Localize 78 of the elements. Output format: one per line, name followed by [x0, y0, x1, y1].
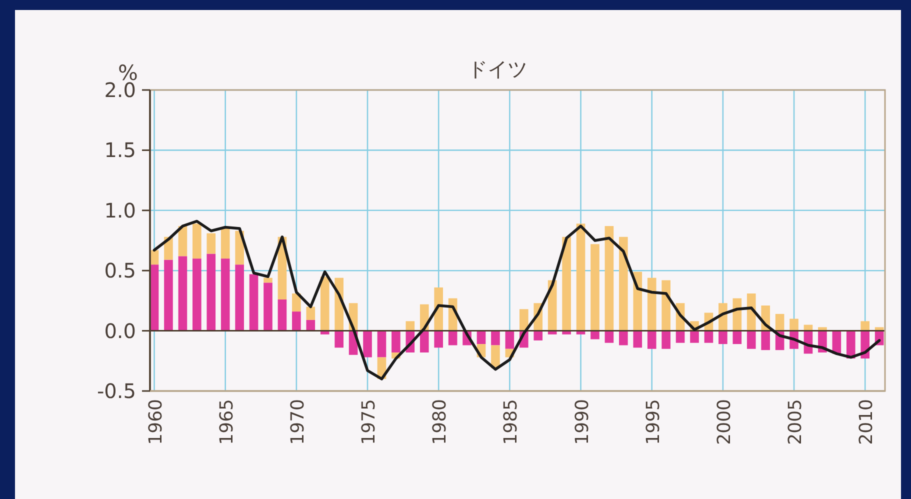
bar	[363, 330, 372, 358]
bar	[377, 330, 386, 358]
line-series	[152, 220, 881, 380]
bar	[178, 256, 188, 331]
y-tick-label: 1.5	[104, 138, 136, 162]
bar	[662, 280, 670, 331]
bar	[406, 321, 415, 331]
x-tick-label: 1990	[572, 399, 593, 445]
bar	[619, 236, 628, 331]
bar	[491, 345, 500, 368]
x-tick-label: 1985	[500, 399, 522, 445]
bar	[732, 330, 742, 344]
x-tick-label: 2010	[856, 399, 878, 445]
bar	[690, 330, 699, 343]
bar	[505, 330, 514, 349]
bar	[590, 330, 600, 340]
chart-title: ドイツ	[468, 57, 528, 81]
bar	[860, 321, 870, 331]
bar	[264, 278, 272, 283]
bar	[220, 258, 230, 331]
y-tick-label: 1.0	[104, 198, 136, 222]
bar	[519, 309, 528, 331]
bar	[662, 330, 670, 349]
bar	[420, 330, 429, 352]
bar	[476, 330, 486, 344]
x-tick-label: 1965	[216, 399, 238, 445]
bar	[718, 330, 728, 344]
bar	[192, 258, 202, 331]
y-tick-label: 0.5	[104, 258, 136, 283]
bar	[647, 330, 656, 349]
bar	[619, 330, 628, 346]
bar	[761, 330, 770, 350]
bar	[590, 244, 600, 331]
bar	[534, 330, 543, 340]
bar	[392, 330, 400, 352]
bar	[491, 330, 500, 346]
bar	[206, 233, 216, 254]
bar	[562, 236, 571, 331]
x-tick-label: 1980	[430, 399, 451, 445]
bar	[206, 254, 216, 331]
bar	[292, 312, 301, 331]
x-tick-label: 1970	[287, 399, 308, 445]
bar	[334, 330, 344, 348]
bar	[647, 278, 656, 331]
bar	[164, 260, 173, 331]
bar	[448, 330, 458, 346]
bar	[576, 224, 586, 331]
bar	[434, 287, 444, 331]
bar	[220, 227, 230, 259]
bar	[192, 224, 202, 259]
bar	[306, 320, 316, 331]
bar	[604, 226, 614, 331]
y-tick-label: 0.0	[104, 318, 136, 343]
bar	[704, 330, 714, 343]
bar	[434, 330, 444, 348]
bar	[732, 298, 742, 331]
x-tick-label: 1975	[358, 399, 380, 445]
bar	[676, 330, 685, 343]
bar	[306, 306, 316, 320]
bar	[320, 276, 330, 331]
bar	[633, 272, 642, 331]
bar	[264, 282, 272, 331]
x-tick-label: 1960	[145, 399, 166, 445]
bar	[178, 226, 188, 256]
bar	[746, 330, 756, 349]
x-tick-label: 2000	[714, 399, 735, 445]
bar	[746, 293, 756, 331]
y-tick-label: -0.5	[96, 379, 136, 403]
bar	[235, 264, 244, 331]
bar	[604, 330, 614, 343]
bar	[278, 299, 287, 331]
bar	[633, 330, 642, 348]
bar	[790, 318, 798, 331]
bar	[249, 274, 258, 331]
x-tick-label: 2005	[785, 399, 806, 445]
bar	[292, 293, 301, 312]
bar	[775, 314, 784, 331]
x-tick-label: 1995	[642, 399, 664, 445]
